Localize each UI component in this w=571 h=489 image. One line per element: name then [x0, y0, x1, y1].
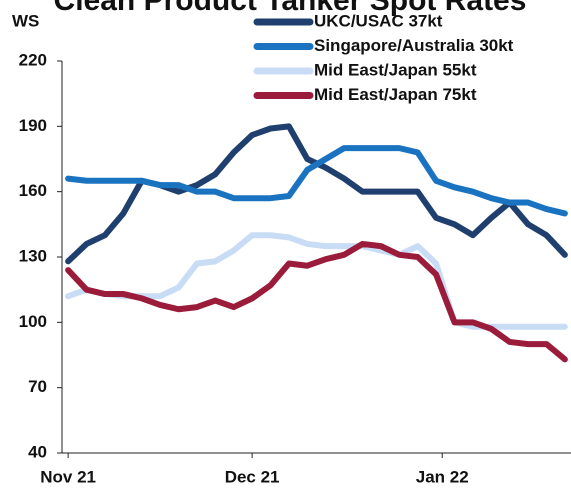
legend-label: Singapore/Australia 30kt: [314, 36, 514, 55]
y-tick-label: 160: [19, 181, 47, 200]
series-line: [65, 232, 568, 330]
legend-label: UKC/USAC 37kt: [314, 11, 443, 30]
x-tick-label: Nov 21: [40, 467, 96, 486]
y-tick-label: 130: [19, 246, 47, 265]
y-tick-label: 70: [28, 377, 47, 396]
y-axis-label: WS: [12, 11, 39, 30]
y-tick-label: 190: [19, 116, 47, 135]
y-tick-label: 220: [19, 50, 47, 69]
series-line: [65, 240, 568, 363]
series-line: [65, 123, 568, 265]
x-tick-label: Dec 21: [225, 467, 280, 486]
legend-label: Mid East/Japan 75kt: [314, 85, 477, 104]
y-tick-label: 40: [28, 442, 47, 461]
x-tick-label: Jan 22: [416, 467, 469, 486]
legend-label: Mid East/Japan 55kt: [314, 60, 477, 79]
chart-title: Clean Product Tanker Spot Rates: [54, 0, 527, 17]
y-tick-label: 100: [19, 312, 47, 331]
series-line: [65, 145, 568, 217]
